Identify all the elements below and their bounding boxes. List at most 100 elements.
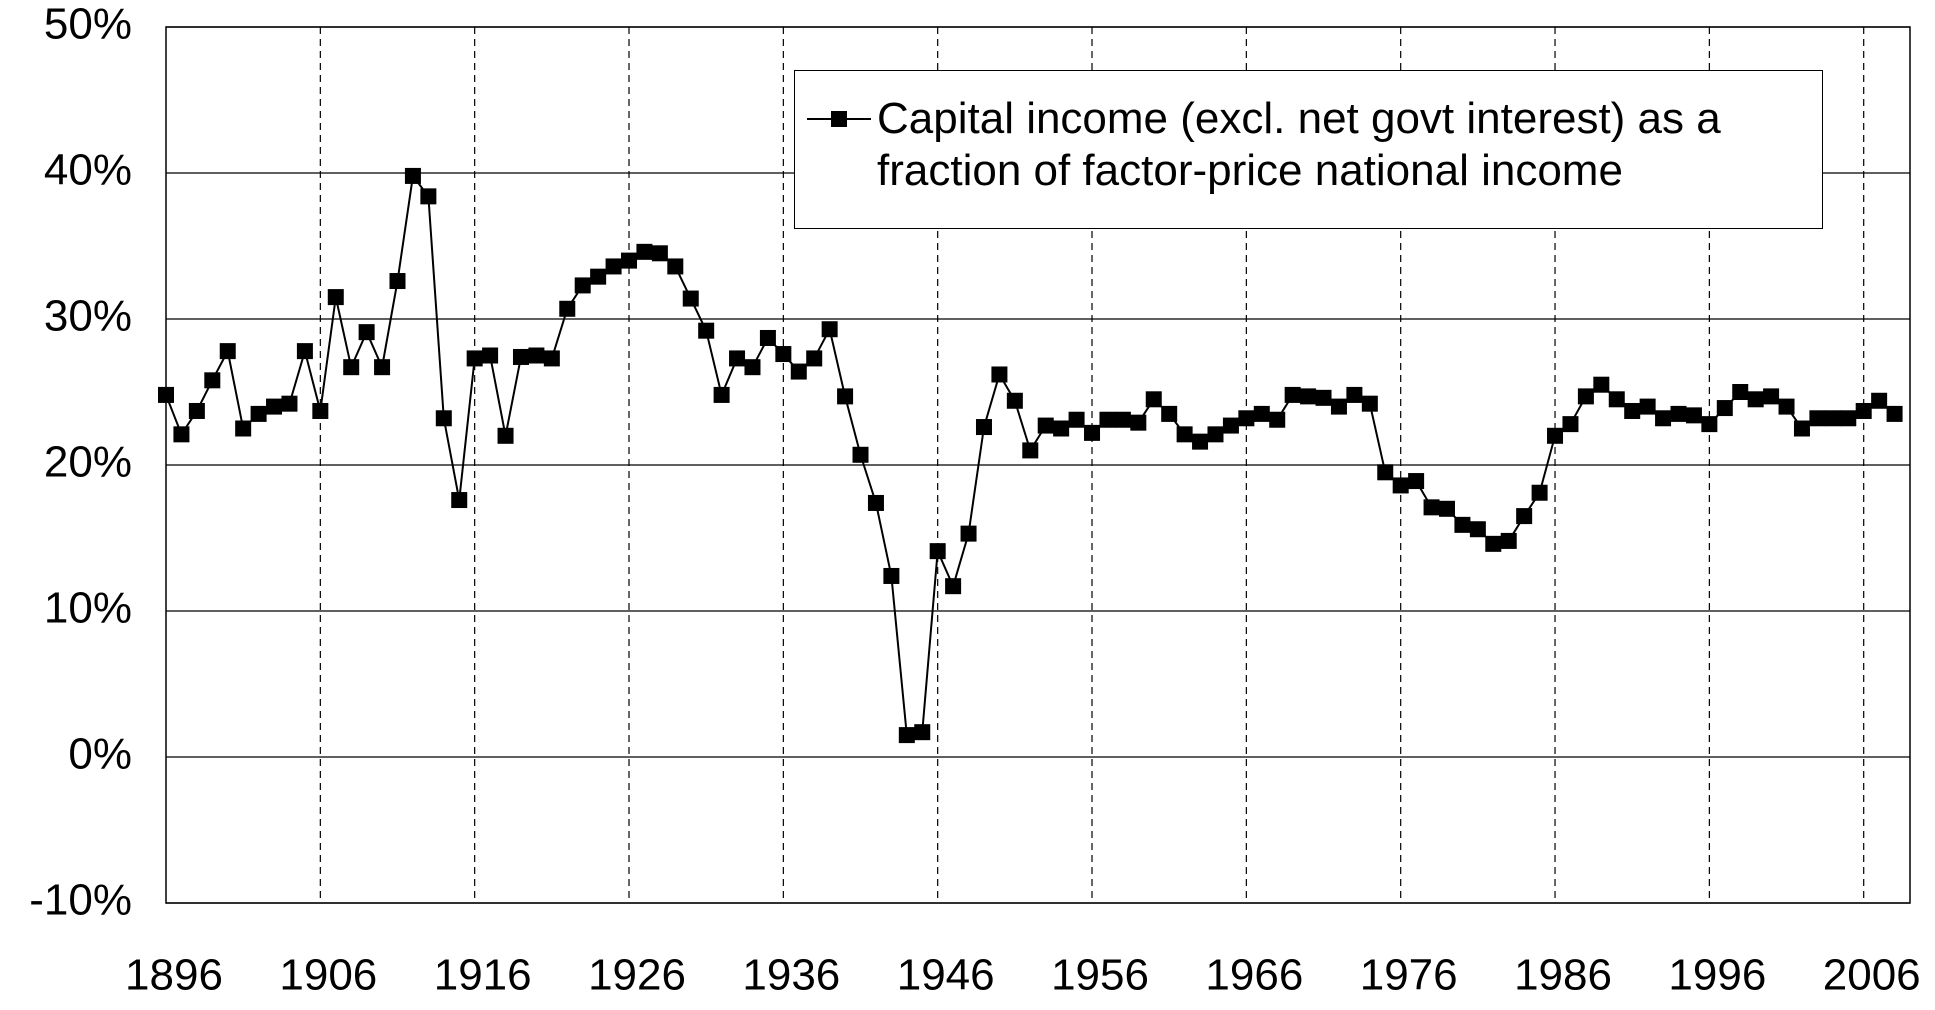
point-marker bbox=[1269, 411, 1286, 428]
point-marker bbox=[312, 402, 329, 419]
point-marker bbox=[1192, 433, 1209, 450]
point-marker bbox=[1130, 414, 1147, 431]
point-marker bbox=[790, 363, 807, 380]
point-marker bbox=[991, 366, 1008, 383]
point-marker bbox=[775, 346, 792, 363]
point-marker bbox=[1593, 376, 1610, 393]
point-marker bbox=[466, 350, 483, 367]
point-marker bbox=[250, 405, 267, 422]
y-tick-label: 30% bbox=[44, 292, 132, 341]
point-marker bbox=[281, 395, 298, 412]
point-marker bbox=[1084, 424, 1101, 441]
point-marker bbox=[266, 398, 283, 415]
point-marker bbox=[1207, 426, 1224, 443]
point-marker bbox=[1330, 398, 1347, 415]
point-marker bbox=[327, 289, 344, 306]
point-marker bbox=[1655, 410, 1672, 427]
point-marker bbox=[1608, 391, 1625, 408]
point-marker bbox=[1253, 405, 1270, 422]
point-marker bbox=[158, 386, 174, 403]
point-marker bbox=[1624, 402, 1641, 419]
plot-border bbox=[165, 26, 1911, 904]
x-tick-label: 1936 bbox=[742, 951, 840, 1000]
y-tick-label: 40% bbox=[44, 146, 132, 195]
point-marker bbox=[698, 322, 715, 339]
point-marker bbox=[1006, 392, 1023, 409]
point-marker bbox=[883, 567, 900, 584]
point-marker bbox=[682, 290, 699, 307]
point-marker bbox=[1176, 426, 1193, 443]
point-marker bbox=[1284, 386, 1301, 403]
point-marker bbox=[898, 727, 915, 744]
point-marker bbox=[1747, 391, 1764, 408]
point-marker bbox=[1639, 398, 1656, 415]
point-marker bbox=[744, 359, 761, 376]
point-marker bbox=[1377, 464, 1394, 481]
point-marker bbox=[605, 258, 622, 275]
point-marker bbox=[1793, 420, 1810, 437]
y-tick-label: 20% bbox=[44, 438, 132, 487]
point-marker bbox=[1778, 398, 1795, 415]
point-marker bbox=[1577, 388, 1594, 405]
point-marker bbox=[960, 525, 977, 542]
point-marker bbox=[343, 359, 360, 376]
point-marker bbox=[574, 277, 591, 294]
point-marker bbox=[713, 386, 730, 403]
point-marker bbox=[1053, 420, 1070, 437]
x-tick-label: 1986 bbox=[1514, 951, 1612, 1000]
point-marker bbox=[420, 188, 437, 205]
point-marker bbox=[1809, 410, 1826, 427]
point-marker bbox=[590, 268, 607, 285]
point-marker bbox=[1886, 405, 1903, 422]
x-tick-label: 1956 bbox=[1051, 951, 1149, 1000]
point-marker bbox=[1099, 411, 1116, 428]
y-tick-label: 0% bbox=[68, 730, 132, 779]
point-marker bbox=[1346, 386, 1363, 403]
point-marker bbox=[404, 167, 421, 184]
point-marker bbox=[852, 446, 869, 463]
x-tick-label: 1896 bbox=[125, 951, 223, 1000]
point-marker bbox=[235, 420, 252, 437]
x-tick-label: 1906 bbox=[279, 951, 377, 1000]
point-marker bbox=[1871, 392, 1888, 409]
x-tick-label: 1926 bbox=[588, 951, 686, 1000]
x-tick-label: 2006 bbox=[1823, 951, 1921, 1000]
point-marker bbox=[621, 252, 638, 269]
point-marker bbox=[1022, 442, 1039, 459]
legend-marker bbox=[831, 111, 847, 127]
point-marker bbox=[1037, 417, 1054, 434]
point-marker bbox=[729, 350, 746, 367]
point-marker bbox=[1840, 410, 1857, 427]
point-marker bbox=[1716, 400, 1733, 417]
point-marker bbox=[1701, 416, 1718, 433]
point-marker bbox=[1392, 477, 1409, 494]
x-tick-label: 1916 bbox=[434, 951, 532, 1000]
point-marker bbox=[1670, 405, 1687, 422]
point-marker bbox=[1238, 410, 1255, 427]
point-marker bbox=[219, 343, 236, 360]
point-marker bbox=[867, 494, 884, 511]
point-marker bbox=[1763, 388, 1780, 405]
point-marker bbox=[1300, 388, 1317, 405]
point-marker bbox=[1222, 417, 1239, 434]
legend: Capital income (excl. net govt interest)… bbox=[794, 70, 1823, 229]
point-marker bbox=[374, 359, 391, 376]
point-marker bbox=[1315, 389, 1332, 406]
point-marker bbox=[559, 300, 576, 317]
point-marker bbox=[821, 321, 838, 338]
x-tick-label: 1996 bbox=[1668, 951, 1766, 1000]
point-marker bbox=[1824, 410, 1841, 427]
point-marker bbox=[482, 347, 499, 364]
point-marker bbox=[1855, 402, 1872, 419]
y-tick-label: 50% bbox=[44, 0, 132, 49]
point-marker bbox=[528, 347, 545, 364]
point-marker bbox=[1438, 500, 1455, 517]
point-marker bbox=[975, 419, 992, 436]
point-marker bbox=[1485, 535, 1502, 552]
point-marker bbox=[759, 329, 776, 346]
y-tick-label: -10% bbox=[29, 876, 132, 925]
legend-symbol bbox=[807, 111, 871, 127]
point-marker bbox=[914, 724, 931, 741]
point-marker bbox=[1732, 384, 1749, 400]
